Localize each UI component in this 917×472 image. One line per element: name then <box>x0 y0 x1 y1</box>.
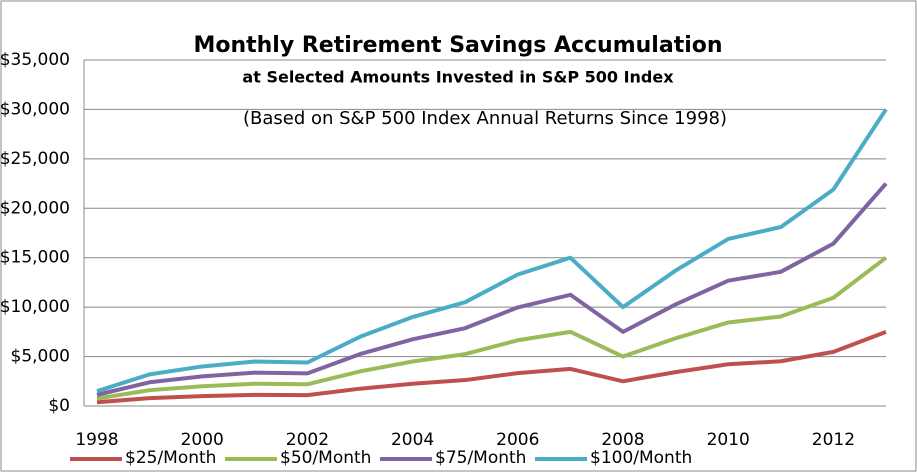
x-tick-label: 2010 <box>707 430 750 450</box>
x-tick-label: 2002 <box>286 430 329 450</box>
legend-label: $50/Month <box>280 448 371 468</box>
legend-label: $75/Month <box>435 448 526 468</box>
y-tick-label: $20,000 <box>0 198 70 218</box>
series-line <box>96 329 887 405</box>
y-tick-label: $5,000 <box>11 347 70 367</box>
x-tick-label: 2008 <box>601 430 644 450</box>
x-tick-label: 2004 <box>391 430 434 450</box>
x-tick-label: 2006 <box>496 430 539 450</box>
y-tick-label: $30,000 <box>0 99 70 119</box>
y-tick-label: $35,000 <box>0 50 70 70</box>
x-tick-label: 2012 <box>812 430 855 450</box>
x-tick-label: 1998 <box>75 430 118 450</box>
y-tick-label: $25,000 <box>0 149 70 169</box>
series-line <box>96 256 888 401</box>
x-tick-label: 2000 <box>181 430 224 450</box>
y-tick-label: $10,000 <box>0 297 70 317</box>
legend-label: $100/Month <box>590 448 692 468</box>
chart-note: (Based on S&P 500 Index Annual Returns S… <box>243 108 727 129</box>
series-line <box>96 182 888 397</box>
y-tick-label: $15,000 <box>0 248 70 268</box>
chart-subtitle: at Selected Amounts Invested in S&P 500 … <box>242 68 674 87</box>
legend-label: $25/Month <box>125 448 216 468</box>
y-tick-label: $0 <box>48 396 70 416</box>
series-line <box>96 108 888 394</box>
chart-title: Monthly Retirement Savings Accumulation <box>193 33 722 58</box>
